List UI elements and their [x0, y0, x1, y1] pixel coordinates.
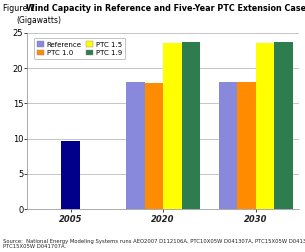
- Text: Wind Capacity in Reference and Five-Year PTC Extension Cases: Wind Capacity in Reference and Five-Year…: [26, 4, 305, 13]
- Bar: [61, 141, 80, 209]
- Text: (Gigawatts): (Gigawatts): [17, 16, 62, 25]
- Text: Figure 1:: Figure 1:: [3, 4, 43, 13]
- Bar: [237, 82, 256, 209]
- Bar: [274, 42, 293, 209]
- Legend: Reference, PTC 1.0, PTC 1.5, PTC 1.9: Reference, PTC 1.0, PTC 1.5, PTC 1.9: [34, 38, 125, 59]
- Bar: [145, 83, 163, 209]
- Bar: [182, 42, 200, 209]
- Text: Source:  National Energy Modeling Systems runs AEO2007 D112106A, PTC10X05W D0413: Source: National Energy Modeling Systems…: [3, 239, 305, 249]
- Bar: [163, 43, 182, 209]
- Bar: [256, 43, 274, 209]
- Bar: [126, 82, 145, 209]
- Bar: [219, 82, 237, 209]
